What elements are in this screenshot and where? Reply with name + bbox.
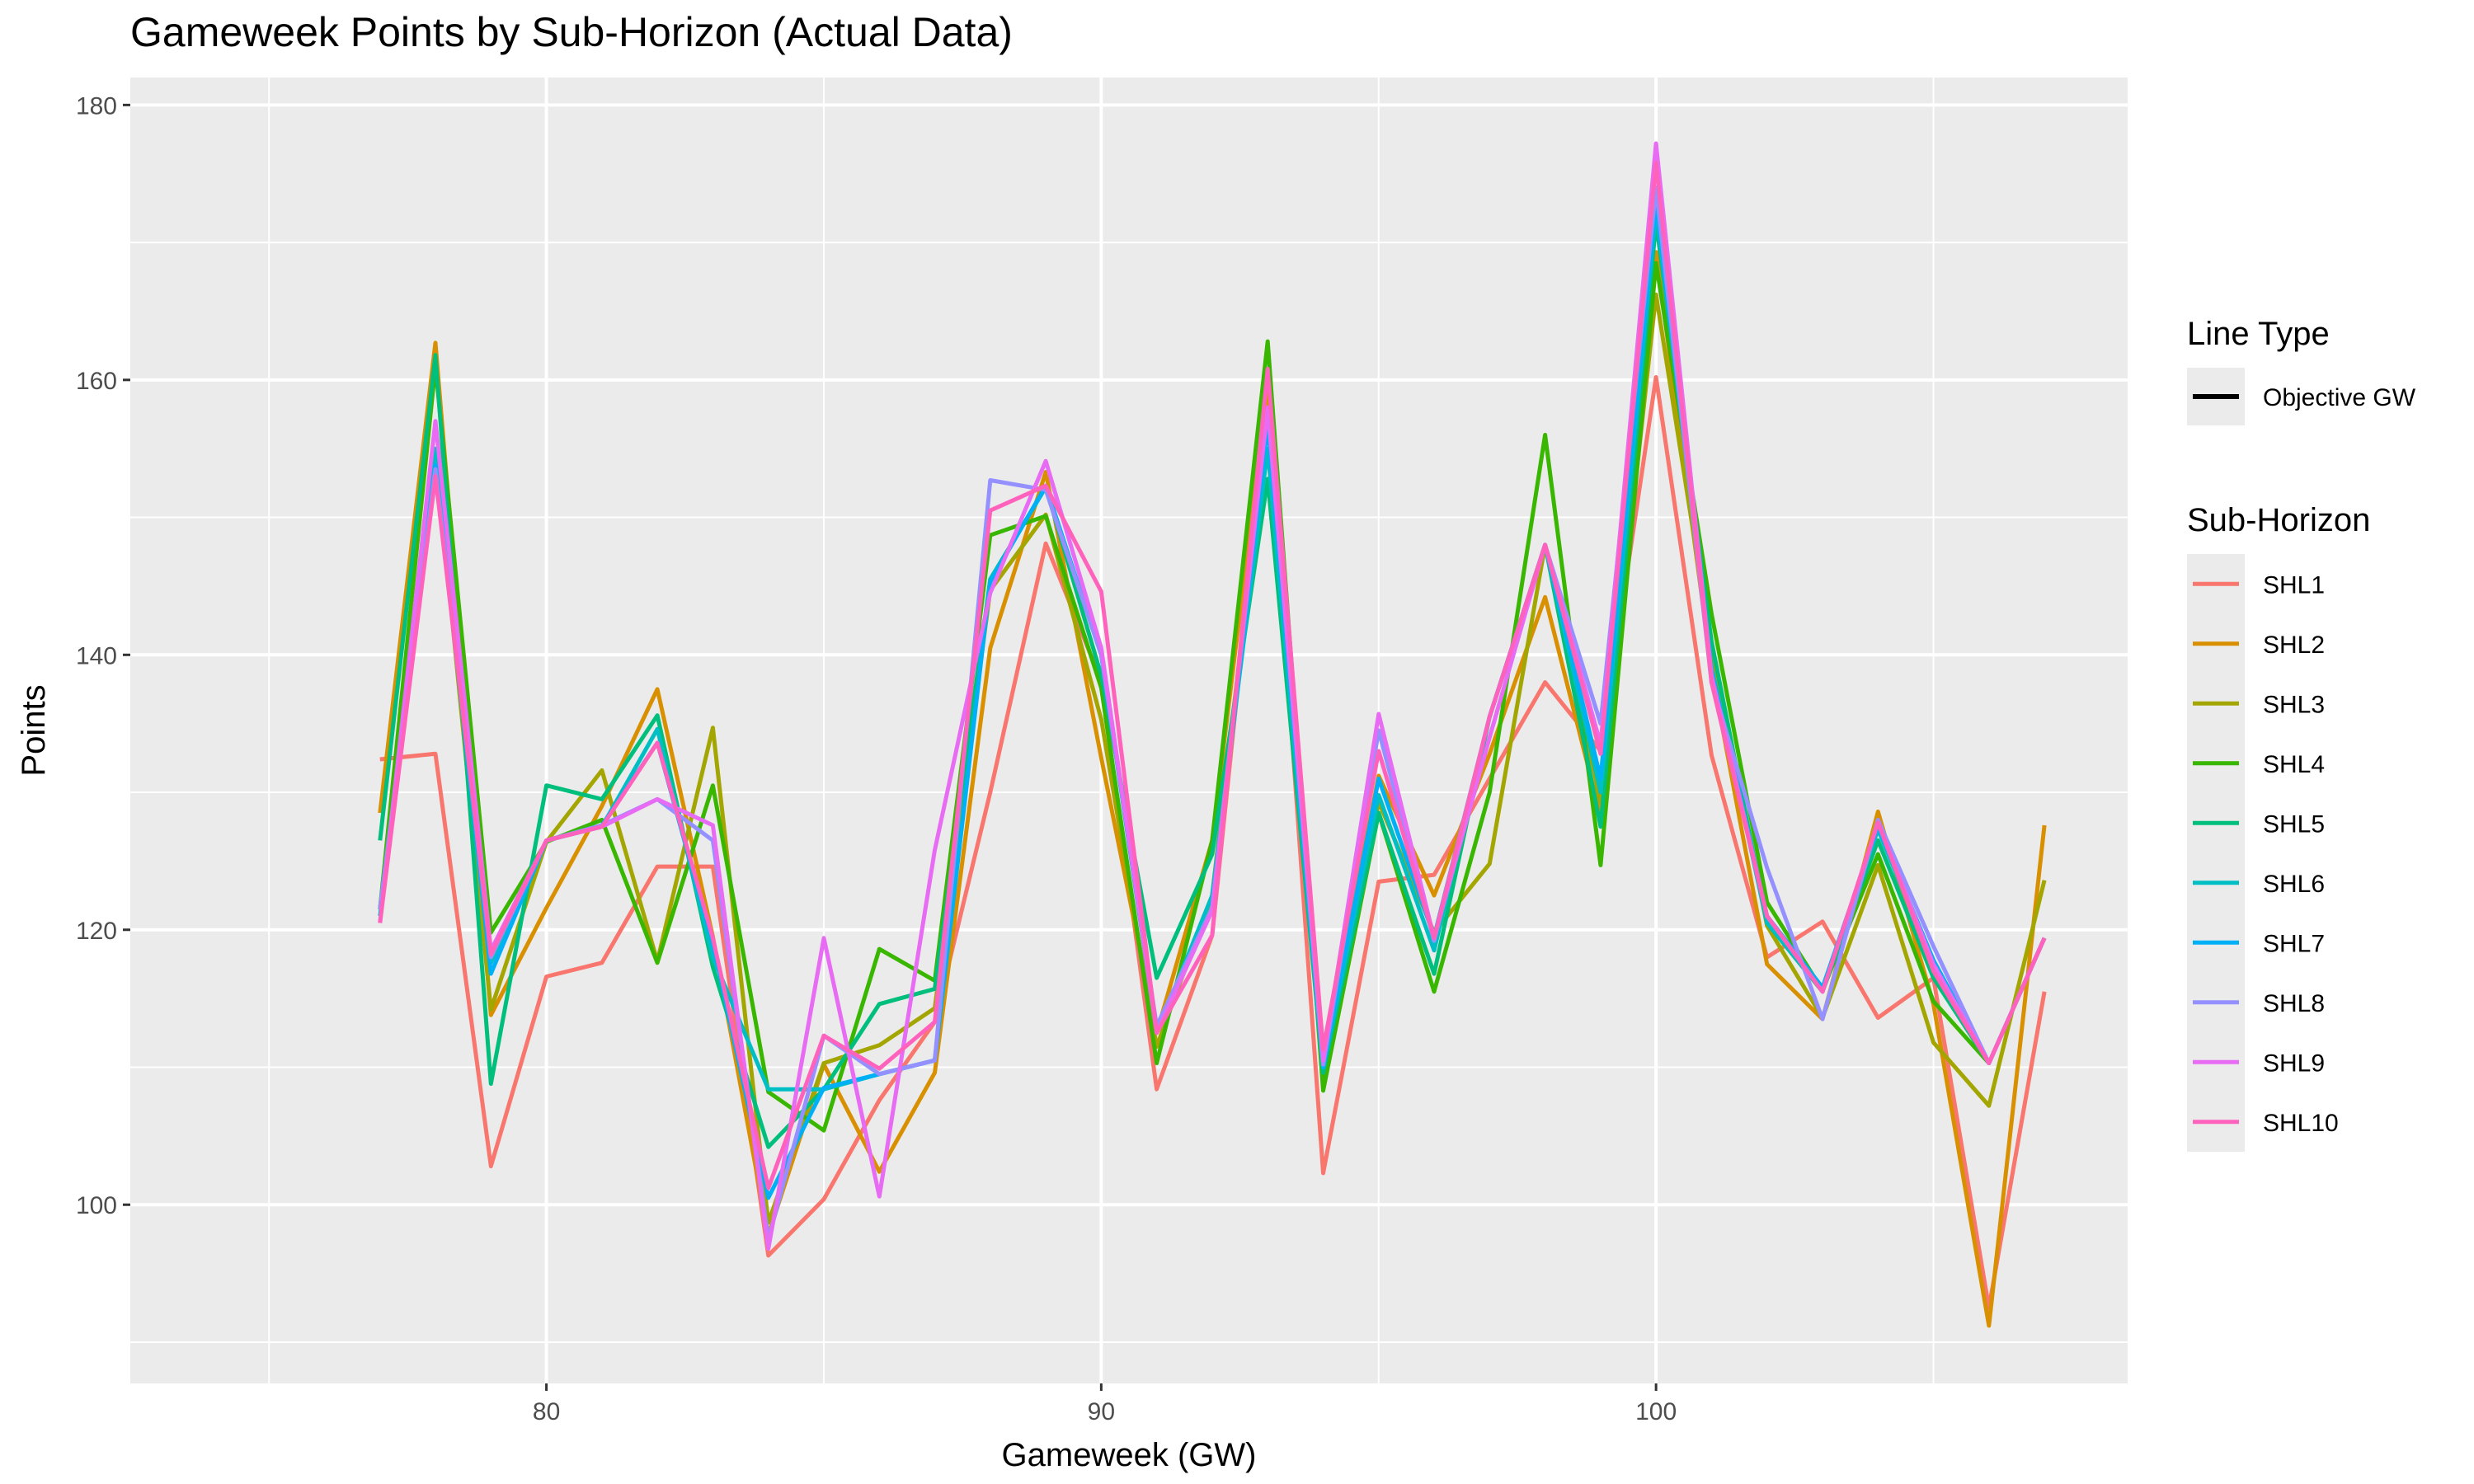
legend-title-line-type: Line Type <box>2187 316 2330 352</box>
x-axis-title: Gameweek (GW) <box>1002 1437 1257 1473</box>
series-lines <box>378 141 2047 1328</box>
series-line-shl10 <box>378 160 2047 1190</box>
plot-panel <box>130 77 2128 1383</box>
legend-label-objective-gw: Objective GW <box>2263 384 2416 411</box>
legend-label-shl4: SHL4 <box>2263 751 2325 778</box>
x-tick-label: 100 <box>1635 1398 1677 1425</box>
legend-label-shl9: SHL9 <box>2263 1050 2325 1077</box>
legend-label-shl10: SHL10 <box>2263 1110 2339 1137</box>
legend-label-shl1: SHL1 <box>2263 571 2325 599</box>
axis-ticks <box>123 103 1658 1391</box>
y-tick-label: 160 <box>76 368 117 395</box>
y-axis-title: Points <box>16 684 52 776</box>
y-tick-label: 180 <box>76 92 117 120</box>
legend-label-shl6: SHL6 <box>2263 871 2325 898</box>
y-tick-label: 100 <box>76 1192 117 1219</box>
legend-label-shl8: SHL8 <box>2263 990 2325 1017</box>
x-tick-label: 90 <box>1088 1398 1115 1425</box>
legend-series-items: SHL1 SHL2 SHL3 SHL4 SHL5 SHL6 SHL7 SHL8 SHL9 SHL1… <box>2187 554 2339 1152</box>
legend-label-shl5: SHL5 <box>2263 810 2325 838</box>
x-tick-label: 80 <box>533 1398 560 1425</box>
legend-label-shl3: SHL3 <box>2263 691 2325 718</box>
y-tick-label: 140 <box>76 642 117 669</box>
legend-title-sub-horizon: Sub-Horizon <box>2187 502 2370 538</box>
axis-tick-labels: 80 90 100 100 120 140 160 180 <box>76 92 1677 1425</box>
chart-title: Gameweek Points by Sub-Horizon (Actual D… <box>130 9 1013 55</box>
y-tick-label: 120 <box>76 918 117 945</box>
legend-label-shl2: SHL2 <box>2263 632 2325 659</box>
legend: Line Type Objective GW Sub-Horizon SHL1S… <box>2187 316 2416 1152</box>
legend-label-shl7: SHL7 <box>2263 930 2325 957</box>
